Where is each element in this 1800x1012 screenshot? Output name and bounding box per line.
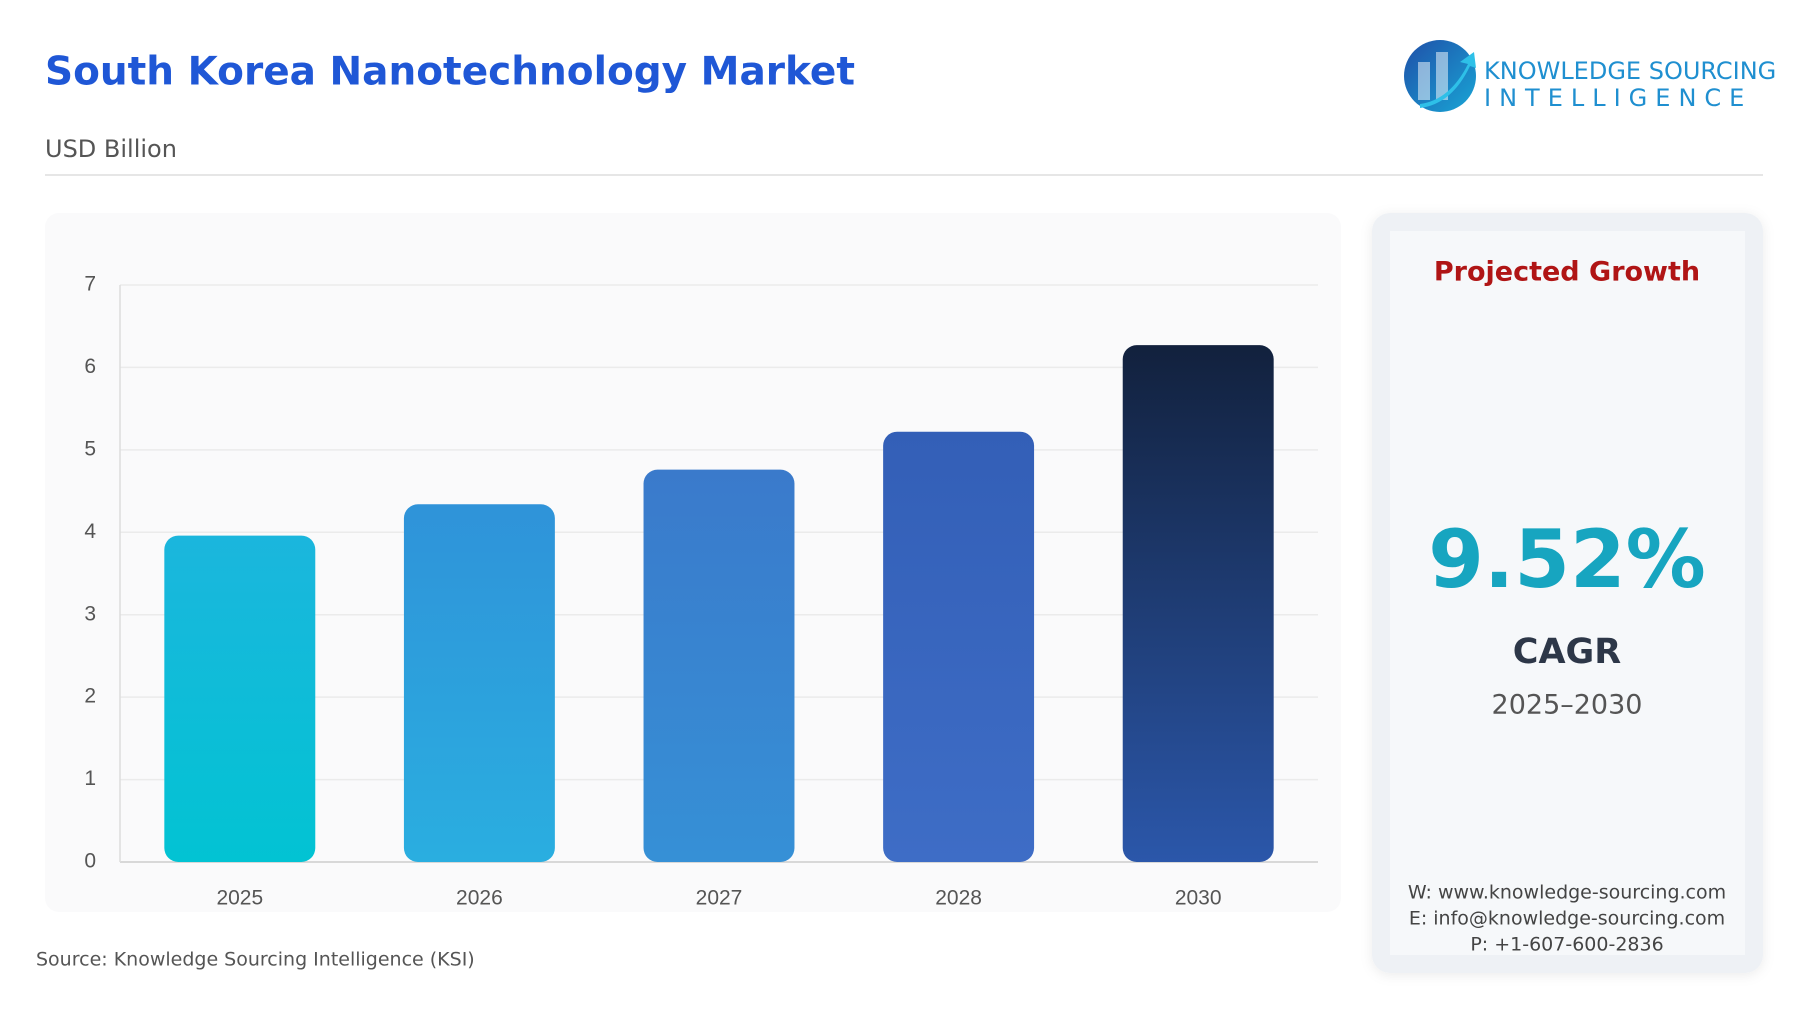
bar (1122, 345, 1274, 862)
logo-text: KNOWLEDGE SOURCING (1484, 57, 1776, 85)
cagr-period: 2025–2030 (1492, 690, 1643, 721)
contacts: W: www.knowledge-sourcing.com E: info@kno… (1408, 882, 1726, 956)
y-tick-label: 6 (84, 355, 96, 378)
x-tick-label: 2025 (216, 887, 263, 910)
source: Source: Knowledge Sourcing Intelligence … (36, 949, 475, 971)
y-tick-label: 3 (84, 602, 96, 625)
bar (883, 431, 1035, 862)
logo-arrow (1420, 52, 1476, 108)
contact-line: E: info@knowledge-sourcing.com (1409, 908, 1725, 930)
y-tick-label: 7 (84, 273, 96, 296)
y-tick-label: 4 (84, 520, 96, 543)
logo-text: INTELLIGENCE (1484, 84, 1752, 112)
contact-line: P: +1-607-600-2836 (1470, 934, 1663, 956)
cagr-label: CAGR (1513, 632, 1622, 672)
x-tick-label: 2028 (935, 887, 982, 910)
cagr-value: 9.52% (1428, 513, 1706, 606)
x-tick-label: 2027 (696, 887, 743, 910)
plot: 0 1 2 3 4 5 6 7 2025 2026 2027 2028 2030 (84, 273, 1318, 910)
logo: KNOWLEDGE SOURCING INTELLIGENCE (1404, 40, 1776, 112)
y-tick-label: 2 (84, 685, 96, 708)
logo-bars (1418, 52, 1448, 100)
panel-heading: Projected Growth (1434, 257, 1700, 288)
contact-line: W: www.knowledge-sourcing.com (1408, 882, 1726, 904)
y-tick-label: 0 (84, 850, 96, 873)
bar (403, 504, 555, 862)
x-tick-label: 2026 (456, 887, 503, 910)
y-tick-label: 1 (84, 767, 96, 790)
bar (643, 469, 795, 862)
x-tick-label: 2030 (1175, 887, 1222, 910)
bar (164, 535, 316, 862)
side-panel-inner (1390, 231, 1745, 955)
chart-title: South Korea Nanotechnology Market (45, 50, 855, 95)
chart-subtitle: USD Billion (45, 135, 177, 163)
y-tick-label: 5 (84, 437, 96, 460)
